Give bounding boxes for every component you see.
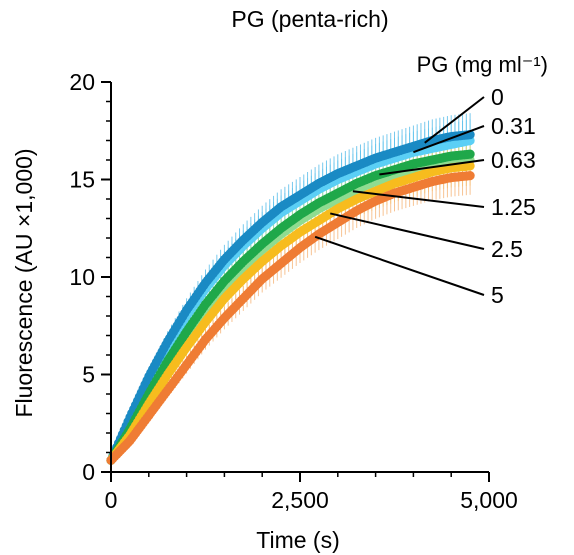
data-point — [465, 171, 475, 181]
legend-label-5: 5 — [491, 282, 504, 308]
y-axis-label: Fluorescence (AU ×1,000) — [11, 148, 37, 417]
chart-title: PG (penta-rich) — [231, 6, 388, 32]
legend-label-0.31: 0.31 — [491, 113, 536, 139]
x-axis-label: Time (s) — [256, 527, 339, 553]
series-5 — [106, 171, 475, 465]
x-tick-label: 2,500 — [271, 487, 329, 513]
leader-line — [330, 212, 485, 250]
error-bars-2.5 — [110, 146, 471, 464]
legend-label-0: 0 — [491, 84, 504, 110]
y-tick-label: 5 — [82, 362, 95, 388]
leader-line — [314, 235, 485, 296]
y-tick-label: 15 — [69, 167, 95, 193]
leader-line — [424, 96, 485, 144]
data-point — [465, 149, 475, 159]
data-point — [465, 161, 475, 171]
x-tick-label: 5,000 — [460, 487, 518, 513]
legend-layer: 0 0.31 0.63 1.25 2.5 5 — [314, 84, 536, 308]
leader-line — [413, 125, 485, 154]
legend-title: PG (mg ml⁻¹) — [417, 52, 548, 77]
y-tick-label: 20 — [69, 69, 95, 95]
series-0 — [106, 130, 475, 465]
leader-line — [352, 190, 485, 208]
axes-layer: 0 5 10 15 20 0 2,500 5,000 — [69, 69, 517, 513]
leader-line — [379, 159, 485, 176]
y-tick-label: 10 — [69, 264, 95, 290]
y-tick-label: 0 — [82, 459, 95, 485]
series-layer — [106, 113, 475, 465]
legend-label-2.5: 2.5 — [491, 236, 523, 262]
legend-label-0.63: 0.63 — [491, 147, 536, 173]
legend-label-1.25: 1.25 — [491, 194, 536, 220]
series-2.5 — [106, 161, 475, 465]
x-tick-label: 0 — [105, 487, 118, 513]
